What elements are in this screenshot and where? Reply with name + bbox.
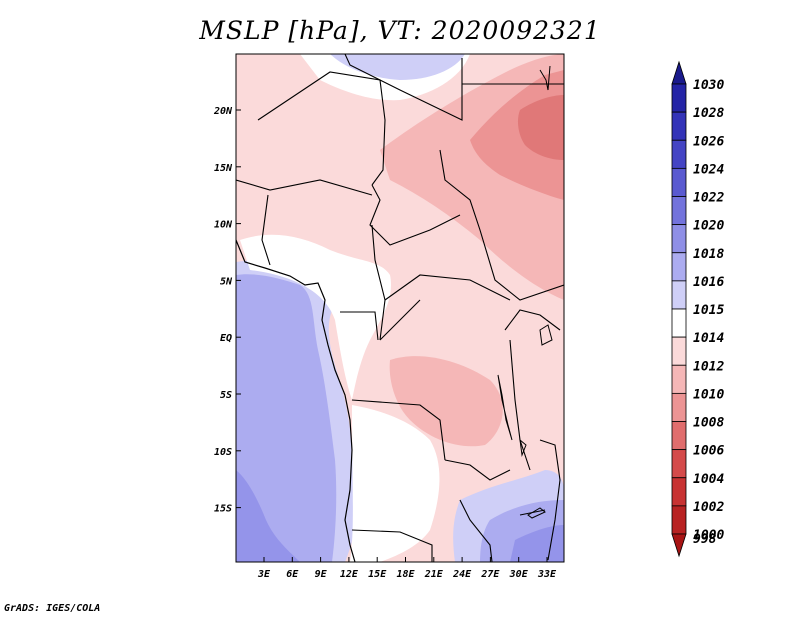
colorbar-swatch [671,139,687,169]
lakes [497,324,553,519]
colorbar-level-label: 1030 [693,78,724,93]
colorbar-swatch [671,224,687,254]
colorbar-level-label: 1008 [693,416,724,431]
coastline [236,239,356,562]
lon-tick-label: 12E [340,569,359,580]
lon-tick-label: 24E [452,569,472,580]
colorbar-level-label: 1000 [693,528,724,543]
lat-tick-label: EQ [220,333,232,344]
lon-tick-label: 9E [315,569,328,580]
colorbar-level-label: 1022 [693,191,724,206]
longitude-axis: 3E 6E 9E 12E 15E 18E 21E 24E 27E 30E 33E [257,557,557,580]
colorbar-swatch [671,111,687,141]
colorbar-level-label: 998 [693,532,717,547]
mid-low-patch [389,356,503,447]
high-north-lobe [330,54,465,80]
colorbar-level-label: 1016 [693,275,724,290]
colorbar-swatch [671,252,687,282]
map-frame [235,53,565,563]
lat-tick-label: 15S [214,504,232,515]
colorbar-swatch [671,364,687,394]
colorbar-swatch [671,83,687,113]
ne-low-core [517,95,564,160]
colorbar-swatch [671,60,687,85]
colorbar-level-label: 1004 [693,472,724,487]
colorbar-level-label: 1026 [693,134,724,149]
colorbar-level-label: 1010 [693,387,724,402]
ocean-field-deep [236,470,300,562]
lon-tick-label: 3E [257,569,271,580]
lon-tick-label: 21E [424,569,444,580]
lat-tick-label: 10N [214,220,233,231]
grads-credit: GrADS: IGES/COLA [4,603,101,614]
colorbar-level-label: 1015 [693,303,724,318]
lon-tick-label: 33E [537,569,557,580]
colorbar-swatch [671,533,687,558]
colorbar-level-label: 1006 [693,444,724,459]
colorbar-level-label: 1020 [693,219,724,234]
lon-tick-label: 27E [480,569,500,580]
lon-tick-label: 30E [509,569,529,580]
ocean-field-mid [236,274,337,562]
se-high-deep [510,525,564,562]
colorbar-swatch [671,421,687,451]
colorbar-swatch [671,308,687,338]
neutral-zone-central [240,234,391,400]
latitude-axis: 20N 15N 10N 5N EQ 5S 10S 15S [213,106,241,515]
colorbar-level-label: 1002 [693,500,724,515]
country-borders [236,54,564,562]
colorbar-level-label: 1014 [693,331,724,346]
colorbar-swatch [671,280,687,310]
colorbar-swatch [671,392,687,422]
colorbar: 1030 1028 1026 1024 1022 1020 1018 1016 1015 1014… [671,60,724,558]
lat-tick-label: 5N [220,276,233,287]
lat-tick-label: 5S [220,390,232,401]
colorbar-swatch [671,449,687,479]
lat-tick-label: 15N [214,163,233,174]
colorbar-swatch [671,167,687,197]
colorbar-swatch [671,477,687,507]
red-sea-coast [539,65,551,91]
map-title: MSLP [hPa], VT: 2020092321 [199,16,601,45]
lat-tick-label: 20N [213,106,233,117]
neutral-zone-south [350,405,440,562]
colorbar-level-label: 1018 [693,247,724,262]
colorbar-swatch [671,336,687,366]
colorbar-level-label: 1024 [693,162,724,177]
lon-tick-label: 18E [396,569,415,580]
lon-tick-label: 6E [286,569,299,580]
map-panel [236,54,564,562]
lon-tick-label: 15E [368,569,387,580]
colorbar-level-label: 1028 [693,106,724,121]
colorbar-swatch [671,505,687,535]
lat-tick-label: 10S [214,447,232,458]
colorbar-level-label: 1012 [693,359,724,374]
colorbar-swatch [671,196,687,226]
